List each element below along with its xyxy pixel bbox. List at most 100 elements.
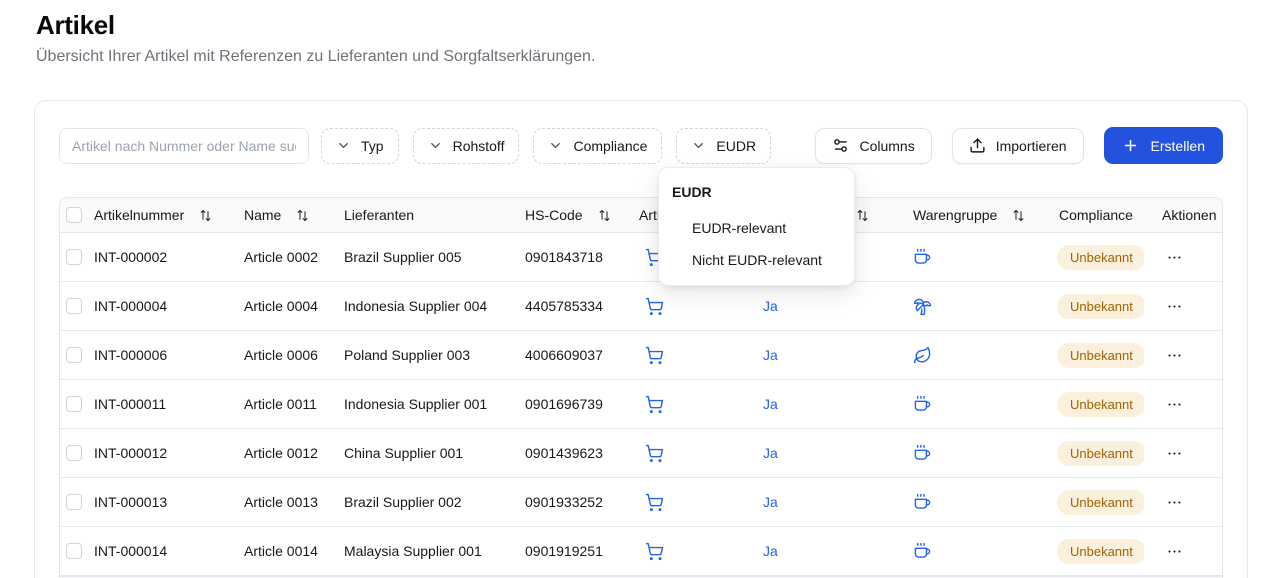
column-header-lieferanten: Lieferanten (344, 198, 525, 232)
page-subtitle: Übersicht Ihrer Artikel mit Referenzen z… (36, 48, 596, 65)
column-header-warengruppe[interactable]: Warengruppe (893, 198, 1039, 232)
cell-warengruppe (893, 331, 1039, 379)
row-select-cell (66, 527, 94, 575)
cart-icon (645, 395, 664, 414)
dropdown-title: EUDR (672, 184, 712, 200)
column-header-hs-code[interactable]: HS-Code (525, 198, 639, 232)
row-actions-button[interactable] (1162, 245, 1187, 270)
cell-aktionen (1144, 527, 1222, 575)
column-header-artikelnummer[interactable]: Artikelnummer (94, 198, 244, 232)
sort-icon[interactable] (1011, 208, 1026, 223)
column-header-label: Lieferanten (344, 207, 415, 223)
row-checkbox[interactable] (66, 494, 82, 510)
cell-eudr-relevant: Ja (763, 298, 778, 314)
row-actions-button[interactable] (1162, 294, 1187, 319)
cart-icon (645, 444, 664, 463)
page-header: Artikel Übersicht Ihrer Artikel mit Refe… (0, 0, 1277, 66)
compliance-status-badge: Unbekannt (1057, 440, 1144, 466)
import-button[interactable]: Importieren (951, 127, 1084, 164)
compliance-status-badge: Unbekannt (1057, 538, 1144, 564)
coffee-icon (913, 444, 932, 463)
cell-eudr-relevant: Ja (763, 396, 778, 412)
sort-icon[interactable] (295, 208, 310, 223)
table-row: INT-000013 Article 0013 Brazil Supplier 00… (60, 478, 1222, 527)
row-checkbox[interactable] (66, 347, 82, 363)
table-body: INT-000002 Article 0002 Brazil Supplier 00… (60, 233, 1222, 576)
cell-lieferant: Brazil Supplier 005 (344, 249, 462, 265)
row-actions-button[interactable] (1162, 539, 1187, 564)
filter-compliance-button[interactable]: Compliance (533, 127, 663, 164)
chevron-down-icon (548, 138, 563, 153)
sort-icon[interactable] (597, 208, 612, 223)
dropdown-option-nicht-eudr-relevant[interactable]: Nicht EUDR-relevant (692, 252, 822, 268)
cell-name: Article 0011 (244, 396, 317, 412)
compliance-status-badge: Unbekannt (1057, 293, 1144, 319)
column-header-compliance: Compliance (1039, 198, 1144, 232)
palm-icon (913, 297, 932, 316)
sliders-icon (832, 137, 849, 154)
ellipsis-icon (1166, 249, 1183, 266)
cell-name: Article 0014 (244, 543, 318, 559)
row-checkbox[interactable] (66, 396, 82, 412)
row-actions-button[interactable] (1162, 441, 1187, 466)
columns-button[interactable]: Columns (815, 127, 932, 164)
row-actions-button[interactable] (1162, 343, 1187, 368)
toolbar-right: Columns Importieren Erstellen (815, 127, 1223, 164)
cell-artikeltyp (639, 478, 747, 526)
dropdown-option-eudr-relevant[interactable]: EUDR-relevant (692, 220, 787, 236)
cell-hs-code: 0901439623 (525, 445, 603, 461)
row-checkbox[interactable] (66, 249, 82, 265)
select-all-checkbox[interactable] (66, 207, 82, 223)
cart-icon (645, 346, 664, 365)
cell-aktionen (1144, 282, 1222, 330)
cell-name: Article 0002 (244, 249, 318, 265)
row-select-cell (66, 429, 94, 477)
cell-warengruppe (893, 282, 1039, 330)
cell-artikelnummer: INT-000012 (94, 445, 168, 461)
table-row: INT-000012 Article 0012 China Supplier 001… (60, 429, 1222, 478)
cell-lieferant: Poland Supplier 003 (344, 347, 471, 363)
cell-lieferant: Indonesia Supplier 001 (344, 396, 488, 412)
create-button[interactable]: Erstellen (1103, 127, 1223, 164)
chevron-down-icon (336, 138, 351, 153)
cell-hs-code: 0901919251 (525, 543, 603, 559)
compliance-status-badge: Unbekannt (1057, 391, 1144, 417)
cell-artikeltyp (639, 282, 747, 330)
row-checkbox[interactable] (66, 298, 82, 314)
filter-typ-button[interactable]: Typ (321, 127, 399, 164)
filter-eudr-button[interactable]: EUDR (676, 127, 772, 164)
compliance-status-badge: Unbekannt (1057, 342, 1144, 368)
cell-warengruppe (893, 233, 1039, 281)
search-input[interactable] (59, 127, 309, 164)
cell-artikelnummer: INT-000002 (94, 249, 168, 265)
cell-artikeltyp (639, 527, 747, 575)
cell-compliance: Unbekannt (1039, 527, 1144, 575)
row-actions-button[interactable] (1162, 490, 1187, 515)
row-checkbox[interactable] (66, 445, 82, 461)
eudr-filter-dropdown: EUDR EUDR-relevant Nicht EUDR-relevant (658, 167, 855, 286)
cell-hs-code: 0901933252 (525, 494, 603, 510)
column-header-label: Name (244, 207, 282, 223)
cell-warengruppe (893, 380, 1039, 428)
cell-artikeltyp (639, 380, 747, 428)
filter-rohstoff-button[interactable]: Rohstoff (412, 127, 520, 164)
column-header-label: Aktionen (1162, 207, 1217, 223)
create-label: Erstellen (1150, 137, 1205, 154)
sort-icon[interactable] (198, 208, 213, 223)
cell-lieferant: Malaysia Supplier 001 (344, 543, 482, 559)
table-row: INT-000004 Article 0004 Indonesia Supplier… (60, 282, 1222, 331)
ellipsis-icon (1166, 543, 1183, 560)
column-header-name[interactable]: Name (244, 198, 344, 232)
cell-lieferant: China Supplier 001 (344, 445, 464, 461)
column-header-aktionen: Aktionen (1144, 198, 1222, 232)
cell-artikelnummer: INT-000014 (94, 543, 168, 559)
cell-warengruppe (893, 478, 1039, 526)
column-header-label: Artikelnummer (94, 207, 185, 223)
row-checkbox[interactable] (66, 543, 82, 559)
cart-icon (645, 493, 664, 512)
row-select-cell (66, 380, 94, 428)
cell-aktionen (1144, 429, 1222, 477)
row-actions-button[interactable] (1162, 392, 1187, 417)
table-row: INT-000011 Article 0011 Indonesia Supplier… (60, 380, 1222, 429)
sort-icon[interactable] (855, 208, 870, 223)
